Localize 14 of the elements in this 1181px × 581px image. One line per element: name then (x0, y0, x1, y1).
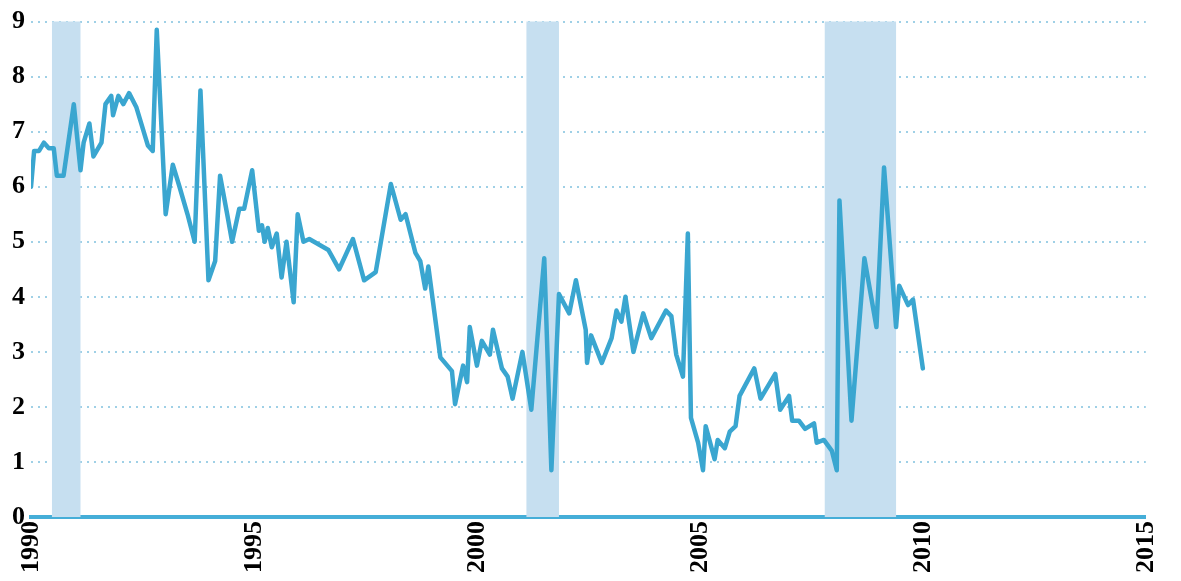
x-tick-label: 1995 (237, 521, 267, 573)
x-tick-label: 2005 (683, 521, 713, 573)
y-tick-label: 2 (12, 390, 25, 420)
x-tick-label: 2015 (1129, 521, 1159, 573)
y-tick-label: 1 (12, 445, 25, 475)
y-tick-label: 8 (12, 60, 25, 90)
y-tick-label: 6 (12, 170, 25, 200)
y-tick-label: 3 (12, 335, 25, 365)
y-tick-label: 5 (12, 225, 25, 255)
y-tick-label: 4 (12, 280, 25, 310)
y-tick-label: 9 (12, 5, 25, 35)
y-tick-label: 7 (12, 115, 25, 145)
x-tick-label: 2000 (460, 521, 490, 573)
x-tick-label: 2010 (906, 521, 936, 573)
